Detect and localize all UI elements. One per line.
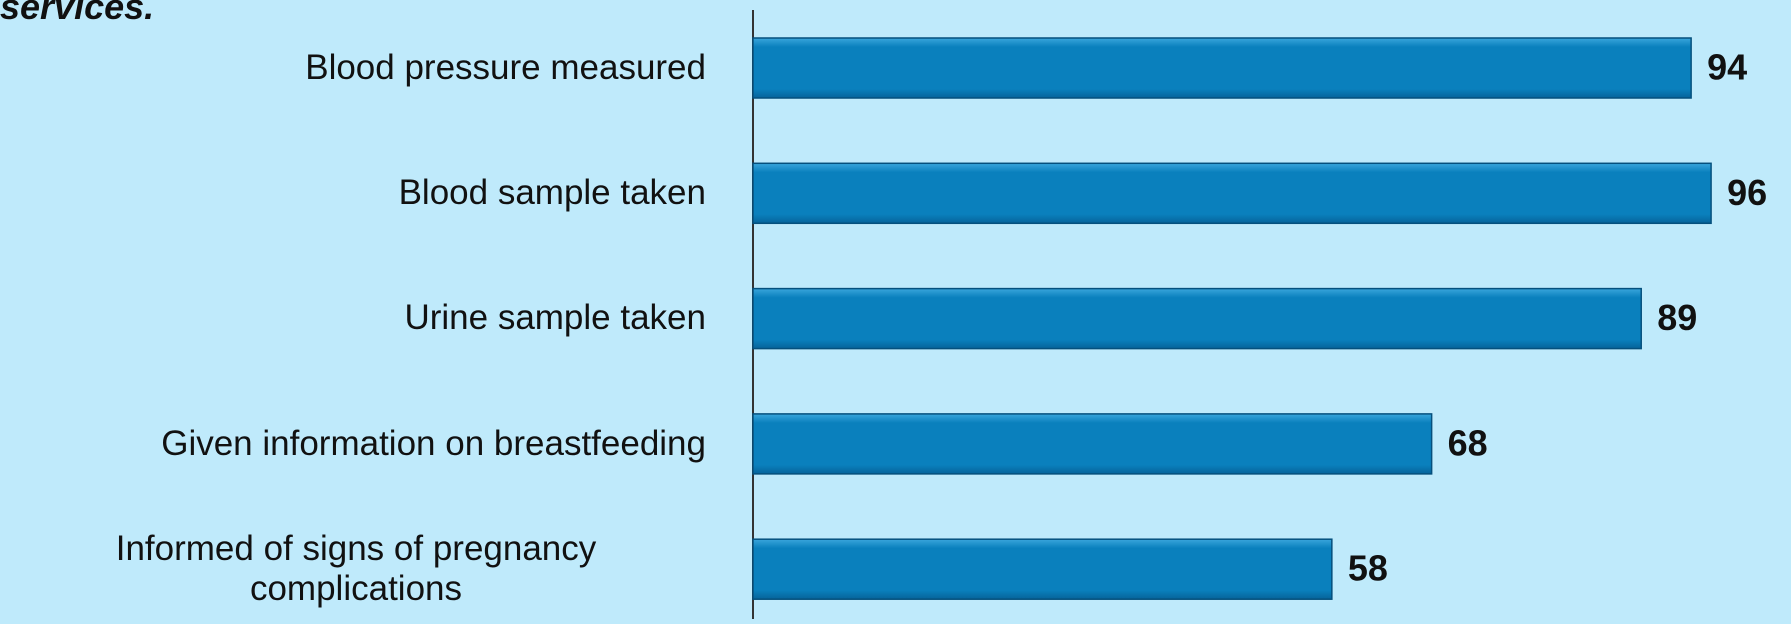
category-label: Given information on breastfeeding <box>161 423 706 463</box>
category-label-box: Informed of signs of pregnancy complicat… <box>0 514 706 624</box>
value-label: 94 <box>1707 47 1747 88</box>
category-label: Blood pressure measured <box>305 47 706 87</box>
category-label: Informed of signs of pregnancy complicat… <box>115 528 597 609</box>
value-label: 89 <box>1657 297 1697 338</box>
value-label: 68 <box>1448 422 1488 463</box>
category-label: Blood sample taken <box>398 173 706 213</box>
category-label: Urine sample taken <box>404 298 706 338</box>
bar <box>752 37 1692 99</box>
chart-title: services. <box>0 0 155 27</box>
value-label: 58 <box>1348 548 1388 589</box>
bar <box>752 413 1433 475</box>
bar <box>752 538 1333 600</box>
category-label-box: Given information on breastfeeding <box>0 389 706 499</box>
bar <box>752 162 1712 225</box>
value-label: 96 <box>1727 172 1767 213</box>
category-label-box: Blood sample taken <box>0 138 706 248</box>
category-label-box: Urine sample taken <box>0 264 706 374</box>
category-label-box: Blood pressure measured <box>0 13 706 123</box>
bar <box>752 287 1642 350</box>
